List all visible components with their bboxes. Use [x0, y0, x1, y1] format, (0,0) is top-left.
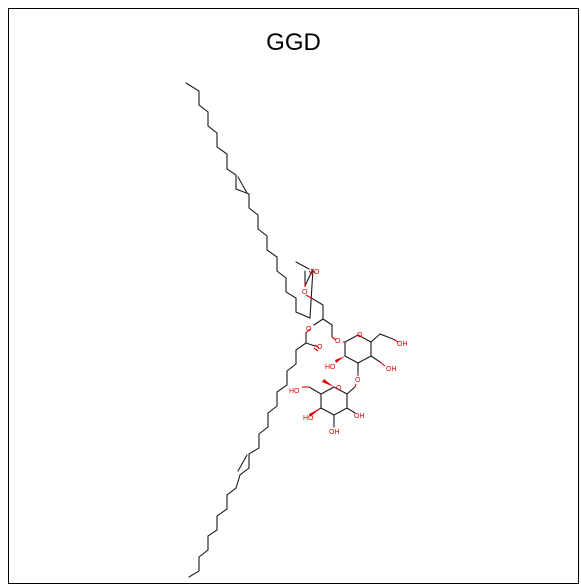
ring2-c4-hydroxyl: HO: [303, 415, 314, 422]
glycosidic-oxygen-1: O: [335, 338, 341, 345]
ester1-carbonyl-oxygen: O: [314, 269, 320, 276]
ester2-bridge-oxygen: O: [306, 326, 312, 333]
molecule-structure: O O O O O O OH HO OH O O HO HO OH OH: [185, 82, 408, 578]
ring2-oxygen: O: [336, 385, 342, 392]
structure-frame: GGD: [8, 8, 579, 584]
ring1-c6-hydroxyl: OH: [397, 341, 408, 348]
ring2-c6-hydroxyl: HO: [289, 388, 300, 395]
upper-double-bond: [237, 176, 248, 194]
ring1-oxygen: O: [357, 332, 363, 339]
upper-acyl-chain: [185, 82, 314, 319]
lower-acyl-chain: [188, 342, 307, 578]
ring1-c4-hydroxyl: OH: [386, 366, 397, 373]
sugar-ring-1: [344, 334, 372, 364]
sugar-ring-2: [320, 386, 348, 416]
ring2-c3-hydroxyl: OH: [329, 429, 340, 436]
lower-double-bond: [237, 454, 248, 472]
molecule-title: GGD: [266, 29, 321, 56]
ring2-c2-hydroxyl: OH: [354, 413, 365, 420]
glycosidic-oxygen-2: O: [355, 377, 361, 384]
ring1-c2-hydroxyl: HO: [325, 364, 336, 371]
ester2-carbonyl-oxygen: O: [317, 344, 323, 351]
ester1-bridge-oxygen: O: [302, 289, 308, 296]
